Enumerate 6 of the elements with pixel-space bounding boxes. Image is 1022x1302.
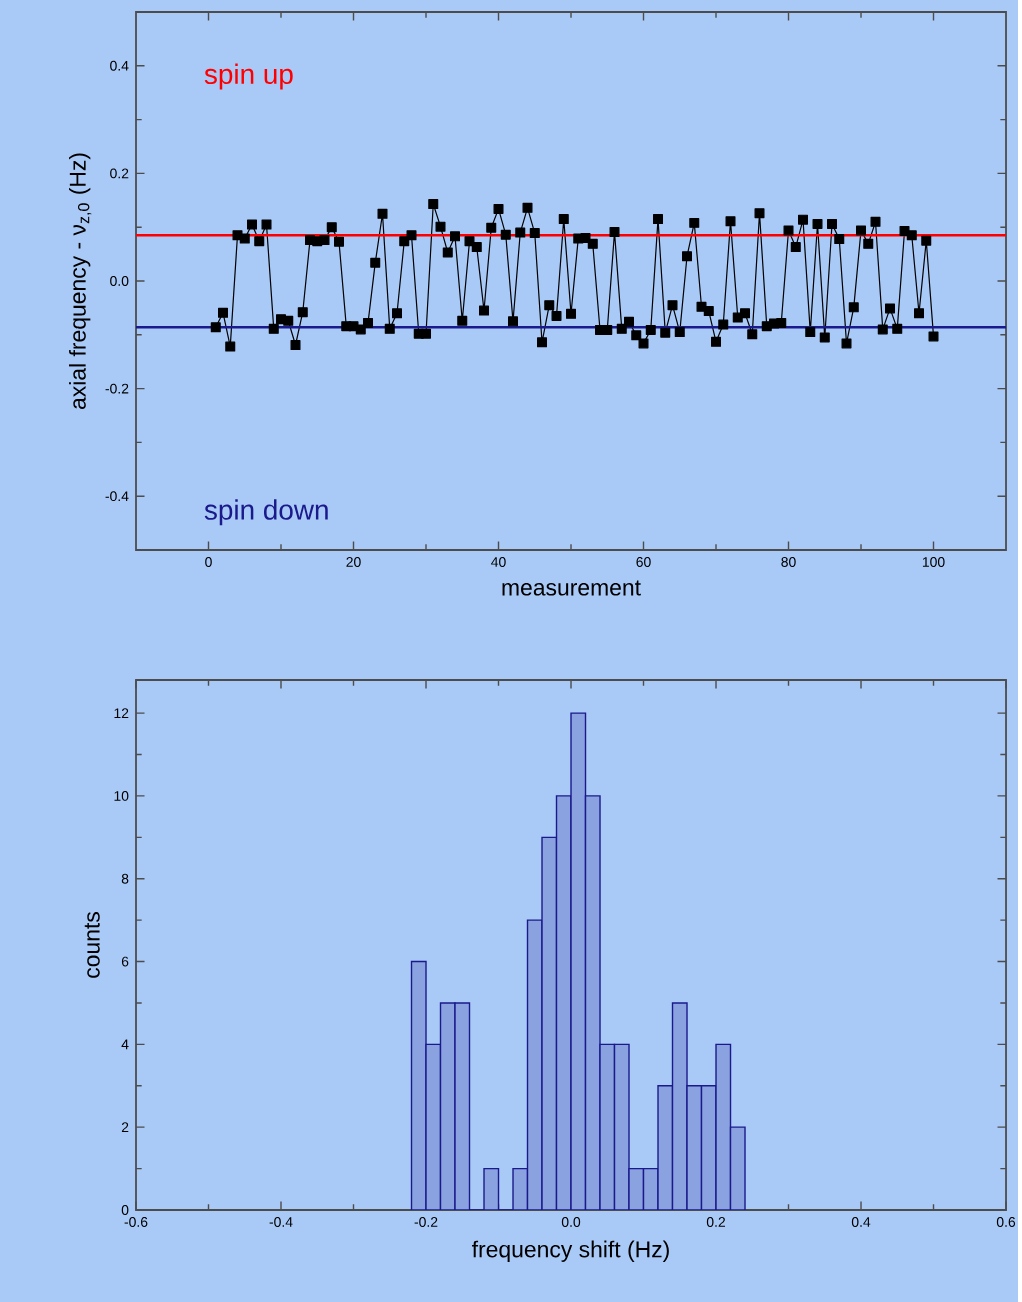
ref-line-label: spin up [204,63,293,90]
y-axis-title: axial frequency - ν$_{z,0}$ (Hz) [68,153,92,409]
x-axis-title: measurement [502,580,641,596]
x-axis-title: frequency shift (Hz) [471,1240,669,1262]
y-axis-title: counts [84,912,100,978]
ref-line-label: spin down [204,499,328,526]
